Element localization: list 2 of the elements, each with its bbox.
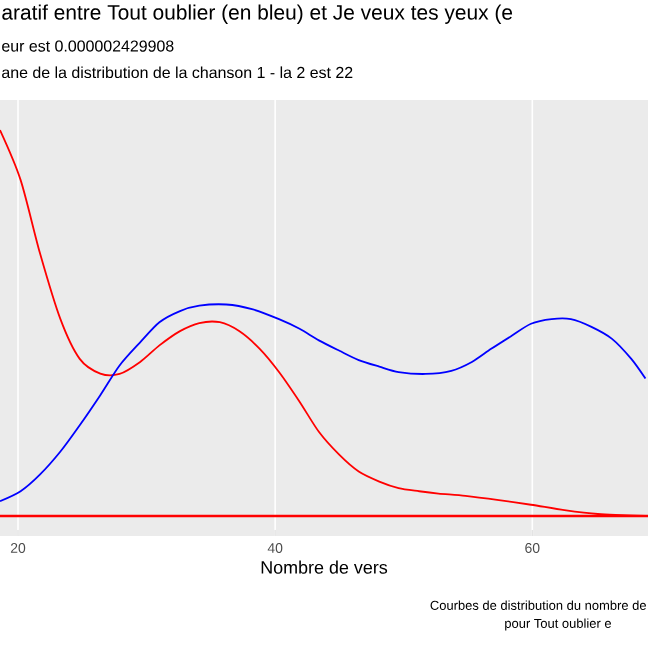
chart-title: aratif entre Tout oublier (en bleu) et Je veux tes yeux (e [2,4,513,24]
x-axis-title: Nombre de vers [261,560,388,574]
